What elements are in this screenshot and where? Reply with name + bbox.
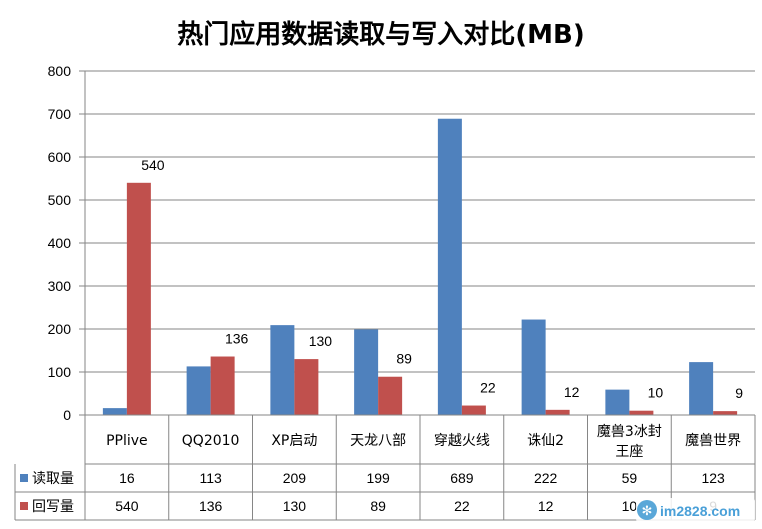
y-tick-label: 600 [48, 149, 72, 165]
y-tick-label: 500 [48, 192, 72, 208]
legend-swatch [20, 474, 28, 482]
table-cell: 130 [283, 498, 307, 514]
category-label: 王座 [615, 444, 643, 460]
bar [294, 359, 319, 415]
watermark: ✻ im2828.com [636, 498, 755, 522]
table-cell: 59 [622, 470, 638, 486]
table-cell: 540 [115, 498, 139, 514]
table-cell: 12 [538, 498, 554, 514]
data-label: 89 [396, 351, 412, 367]
category-label: 魔兽世界 [685, 433, 741, 449]
data-label: 136 [225, 331, 249, 347]
bar [605, 389, 630, 415]
table-cell: 136 [199, 498, 223, 514]
table-cell: 113 [199, 470, 222, 486]
bar [713, 411, 738, 415]
category-label: 诛仙2 [527, 433, 564, 449]
watermark-bg [636, 498, 755, 522]
table-cell: 689 [450, 470, 474, 486]
y-tick-label: 400 [48, 235, 72, 251]
bars [102, 118, 738, 415]
data-label: 22 [480, 380, 496, 396]
snowflake-icon [637, 500, 657, 520]
bar [126, 182, 151, 415]
table-cell: 199 [366, 470, 390, 486]
table-cell: 123 [701, 470, 725, 486]
table-cell: 10 [622, 498, 638, 514]
table-cell: 222 [534, 470, 558, 486]
y-tick-label: 100 [48, 364, 72, 380]
bar [354, 329, 379, 415]
table-cell: 22 [454, 498, 470, 514]
chart-title: 热门应用数据读取与写入对比(MB) [177, 19, 584, 50]
data-label: 130 [309, 333, 333, 349]
bar [521, 319, 546, 415]
gridlines [85, 70, 755, 416]
data-label: 9 [735, 385, 743, 401]
data-label: 10 [648, 385, 664, 401]
bar [210, 356, 235, 415]
data-label: 12 [564, 384, 580, 400]
y-tick-label: 300 [48, 278, 72, 294]
snowflake-glyph: ✻ [642, 504, 653, 519]
legend-label: 回写量 [32, 499, 74, 515]
bar [545, 409, 570, 415]
y-tick-label: 700 [48, 106, 72, 122]
bar [689, 362, 714, 415]
y-tick-label: 0 [63, 407, 71, 423]
category-label: PPlive [106, 433, 148, 449]
category-label: XP启动 [271, 433, 317, 449]
bar [629, 410, 654, 415]
category-label: 穿越火线 [434, 433, 490, 449]
data-labels: 540 136 130 89 22 12 10 9 [141, 157, 743, 401]
bar [437, 118, 462, 415]
category-label: QQ2010 [182, 433, 240, 449]
bar [270, 325, 295, 415]
category-label: 天龙八部 [350, 433, 406, 449]
table-cell: 16 [119, 470, 135, 486]
bar [378, 376, 403, 415]
legend-label: 读取量 [32, 470, 74, 487]
table-cell: 209 [283, 470, 307, 486]
watermark-text: im2828.com [660, 503, 740, 519]
y-axis: 0 100 200 300 400 500 600 700 800 [48, 63, 86, 423]
y-tick-label: 200 [48, 321, 72, 337]
y-tick-label: 800 [48, 63, 72, 79]
category-label: 魔兽3冰封 [597, 424, 662, 440]
bar [461, 405, 486, 415]
data-label: 540 [141, 157, 165, 173]
bar [186, 366, 211, 415]
table-cell: 89 [370, 498, 386, 514]
bar [102, 408, 127, 415]
legend-swatch [20, 502, 28, 510]
